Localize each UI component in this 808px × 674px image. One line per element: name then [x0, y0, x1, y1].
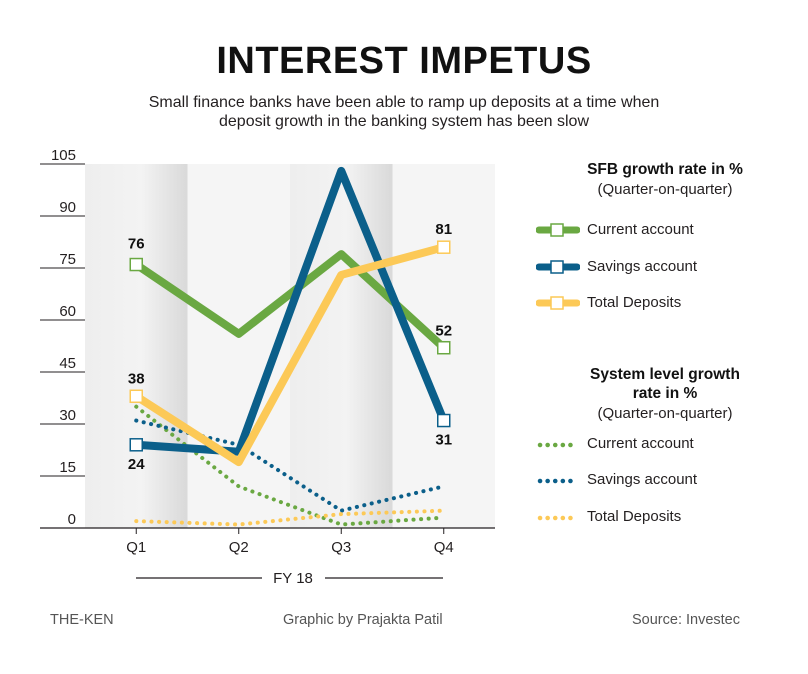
- series-line-sys_total: [134, 508, 446, 527]
- marker-sfb_total-q1: [129, 389, 143, 404]
- legend-swatch-sfb-savings: [536, 260, 580, 274]
- data-label-sfb_savings-q4: 31: [435, 432, 452, 449]
- legend-item-sys-savings: Savings account: [530, 470, 800, 490]
- legend-item-sfb-savings: Savings account: [530, 257, 800, 277]
- legend-label-sys-current: Current account: [587, 435, 694, 452]
- y-tick-label-75: 75: [59, 251, 76, 268]
- legend-system-subheading: (Quarter-on-quarter): [597, 405, 733, 422]
- legend-item-sfb-total: Total Deposits: [530, 293, 800, 313]
- legend-label-sfb-current: Current account: [587, 221, 694, 238]
- y-tick-label-30: 30: [59, 407, 76, 424]
- chart-title: INTEREST IMPETUS: [216, 40, 592, 82]
- footer-publisher: THE-KEN: [50, 612, 114, 628]
- marker-sfb_savings-q1: [129, 438, 143, 452]
- data-label-sfb_total-q1: 38: [128, 370, 145, 387]
- data-label-sfb_current-q4: 52: [435, 323, 452, 340]
- legend-swatch-sfb-total: [536, 296, 580, 310]
- fy-group-label: FY 18: [273, 570, 313, 587]
- footer-credit: Graphic by Prajakta Patil: [283, 612, 443, 628]
- chart-subtitle: Small finance banks have been able to ra…: [0, 93, 808, 131]
- legend-sfb-subheading: (Quarter-on-quarter): [597, 181, 733, 198]
- x-tick-label-q3: Q3: [331, 539, 351, 556]
- legend-label-sfb-total: Total Deposits: [587, 294, 682, 311]
- legend-system-heading-line-1: System level growth: [590, 366, 740, 383]
- series-line-sfb_savings: [132, 166, 448, 456]
- marker-sfb_total-q4: [437, 240, 451, 254]
- legend-item-sys-total: Total Deposits: [530, 507, 800, 527]
- y-tick-label-105: 105: [51, 147, 76, 164]
- y-tick-label-45: 45: [59, 355, 76, 372]
- legend-swatch-sfb-current: [536, 223, 580, 237]
- legend-label-sfb-savings: Savings account: [587, 258, 698, 275]
- legend-swatch-sys-total: [537, 515, 579, 521]
- data-label-sfb_savings-q1: 24: [128, 456, 145, 473]
- subtitle-line-1: Small finance banks have been able to ra…: [148, 94, 660, 111]
- legend-item-sfb-current: Current account: [530, 220, 800, 240]
- footer-source: Source: Investec: [632, 612, 740, 628]
- legend-system-heading-line-2: rate in %: [632, 385, 698, 402]
- legend-swatch-sys-savings: [537, 478, 579, 484]
- marker-sfb_current-q1: [129, 257, 143, 272]
- x-tick-label-q1: Q1: [126, 539, 146, 556]
- y-tick-label-0: 0: [68, 511, 76, 528]
- data-label-sfb_current-q1: 76: [128, 236, 145, 253]
- legend-sfb: SFB growth rate in % (Quarter-on-quarter…: [530, 160, 800, 198]
- legend-sfb-heading: SFB growth rate in %: [587, 161, 743, 178]
- subtitle-line-2: deposit growth in the banking system has…: [219, 113, 589, 130]
- marker-sfb_current-q4: [437, 340, 451, 355]
- y-tick-label-15: 15: [59, 459, 76, 476]
- marker-sfb_savings-q4: [437, 413, 451, 428]
- plot-band-q1: [85, 164, 188, 528]
- x-tick-label-q2: Q2: [229, 539, 249, 556]
- x-tick-label-q4: Q4: [434, 539, 454, 556]
- legend-item-sys-current: Current account: [530, 434, 800, 454]
- legend-system: System level growth rate in % (Quarter-o…: [530, 365, 800, 422]
- data-label-sfb_total-q4: 81: [435, 221, 452, 238]
- legend-label-sys-total: Total Deposits: [587, 508, 682, 525]
- plot-band-q3: [290, 164, 393, 528]
- legend-label-sys-savings: Savings account: [587, 471, 698, 488]
- y-tick-label-90: 90: [59, 199, 76, 216]
- series-line-sfb_total: [132, 243, 448, 467]
- legend-swatch-sys-current: [537, 442, 579, 448]
- y-tick-label-60: 60: [59, 303, 76, 320]
- series-line-sys_current: [134, 404, 446, 527]
